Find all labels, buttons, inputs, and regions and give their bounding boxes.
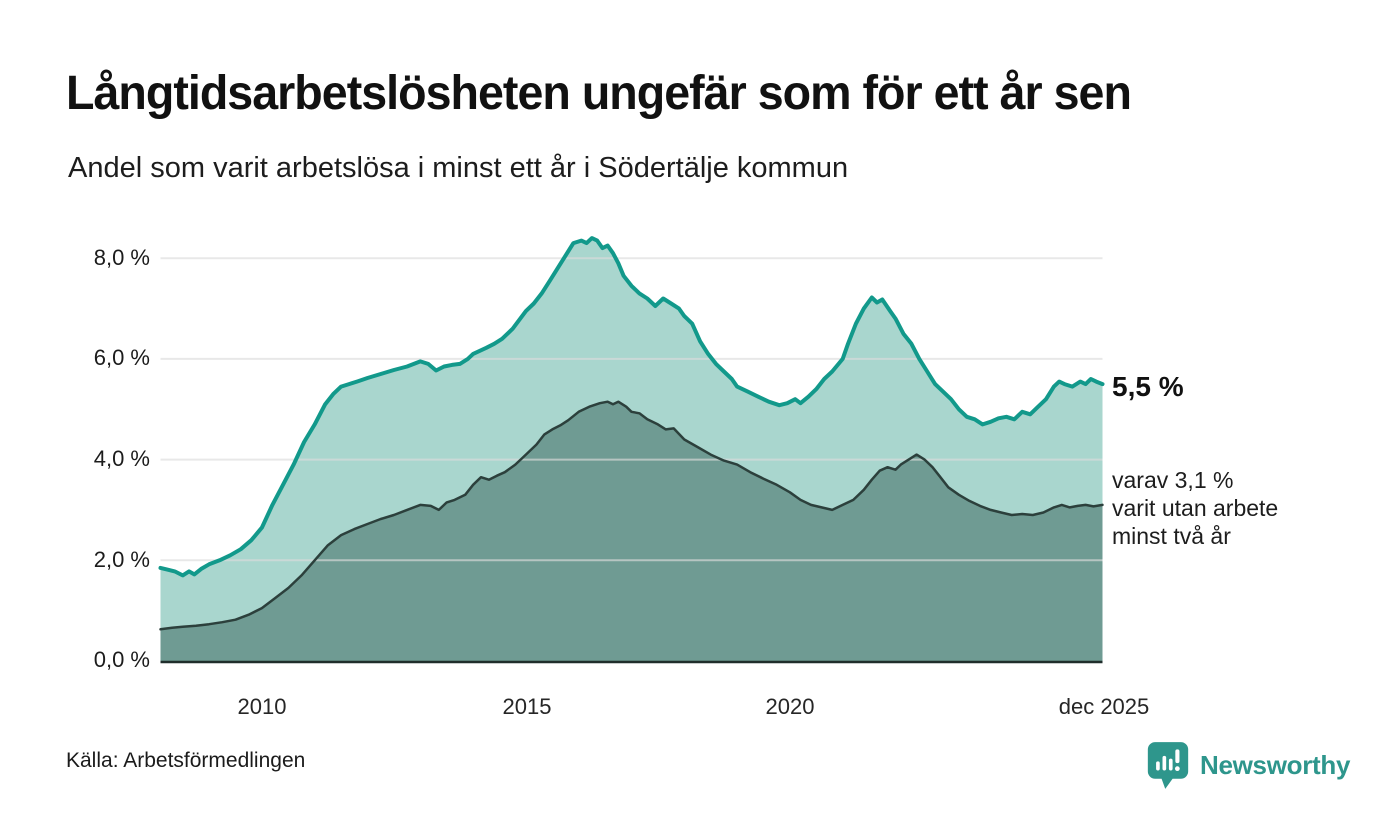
latest-value-label: 5,5 % <box>1112 371 1184 402</box>
secondary-label-line1: varav 3,1 % <box>1112 467 1234 493</box>
x-axis-label-2015: 2015 <box>502 694 552 719</box>
x-axis-label-dec-2025: dec 2025 <box>1058 694 1150 719</box>
y-axis-label-6: 6,0 % <box>93 345 150 370</box>
series-line-0 <box>158 236 1105 578</box>
secondary-label-line3: minst två år <box>1112 523 1231 549</box>
secondary-label-line2: varit utan arbete <box>1112 495 1279 521</box>
series-line-1 <box>159 400 1104 631</box>
y-axis-label-2: 2,0 % <box>93 547 150 572</box>
source-caption: Källa: Arbetsförmedlingen <box>66 749 306 772</box>
page-subtitle: Andel som varit arbetslösa i minst ett å… <box>68 152 849 184</box>
page-title: Långtidsarbetslösheten ungefär som för e… <box>66 67 1132 120</box>
newsworthy-bubble-chart-icon <box>1147 742 1189 789</box>
x-axis-label-2020: 2020 <box>765 694 815 719</box>
series-area-1 <box>160 401 1103 661</box>
y-axis-label-0: 0,0 % <box>93 647 150 672</box>
brand-wordmark: Newsworthy <box>1200 749 1351 780</box>
secondary-series-label: varav 3,1 % varit utan arbete minst två … <box>1112 466 1278 550</box>
y-axis-label-8: 8,0 % <box>93 245 150 270</box>
x-axis-label-2010: 2010 <box>237 694 287 719</box>
newsworthy-logo: Newsworthy <box>1146 740 1350 790</box>
y-axis-label-4: 4,0 % <box>93 446 150 471</box>
